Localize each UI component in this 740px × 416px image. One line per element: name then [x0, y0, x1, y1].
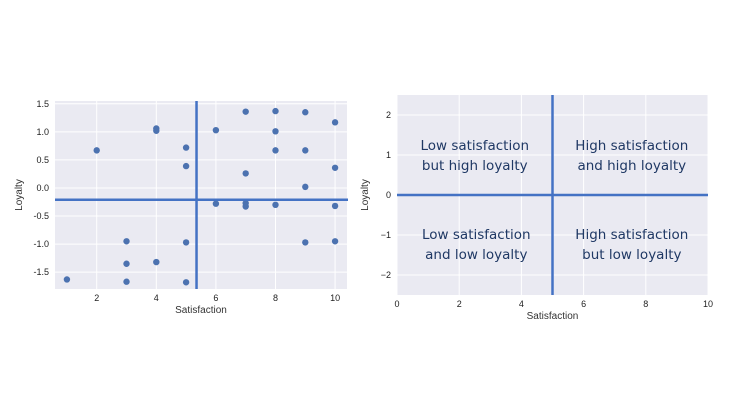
x-tick-label: 2	[94, 293, 99, 303]
data-point	[123, 238, 130, 245]
y-tick-label: -1.0	[33, 239, 49, 249]
y-tick-label: 0.0	[36, 183, 49, 193]
data-point	[272, 201, 279, 209]
x-tick-label: 4	[154, 293, 159, 303]
data-point	[242, 108, 249, 115]
data-point	[153, 258, 160, 266]
data-point	[182, 279, 190, 286]
x-tick-label: 0	[394, 299, 399, 309]
y-tick-label: 1.5	[36, 99, 49, 109]
quadrant-label: High satisfaction but low loyalty	[575, 227, 688, 263]
y-tick-label: 1	[386, 150, 391, 160]
x-tick-label: 8	[643, 299, 648, 309]
y-tick-label: −1	[381, 230, 391, 240]
x-tick-label: 6	[581, 299, 586, 309]
data-point	[212, 200, 220, 207]
data-point	[212, 126, 220, 134]
quadrant-label: Low satisfaction but high loyalty	[420, 138, 529, 174]
quadrant-label: Low satisfaction and low loyalty	[422, 227, 531, 263]
x-tick-label: 10	[703, 299, 713, 309]
data-point	[123, 260, 130, 267]
data-point	[123, 278, 130, 285]
x-tick-label: 2	[457, 299, 462, 309]
x-tick-label: 8	[273, 293, 278, 303]
data-point	[242, 203, 249, 210]
x-axis-label: Satisfaction	[175, 305, 227, 316]
x-tick-label: 10	[330, 293, 340, 303]
plot-area	[55, 101, 347, 289]
x-axis-label: Satisfaction	[527, 311, 579, 322]
data-point	[242, 170, 249, 177]
data-point	[153, 127, 160, 134]
y-axis-label: Loyalty	[360, 179, 371, 211]
data-point	[182, 239, 190, 246]
data-point	[331, 164, 339, 171]
y-tick-label: -1.5	[33, 267, 49, 277]
quadrant-label: High satisfaction and high loyalty	[575, 138, 688, 174]
data-point	[182, 144, 190, 151]
y-tick-label: 1.0	[36, 127, 49, 137]
data-point	[302, 109, 309, 116]
data-point	[272, 147, 279, 154]
data-point	[331, 202, 339, 210]
y-tick-label: −2	[381, 270, 391, 280]
y-tick-label: 2	[386, 110, 391, 120]
y-tick-label: -0.5	[33, 211, 49, 221]
data-point	[63, 276, 71, 283]
data-point	[331, 238, 339, 245]
x-tick-label: 4	[519, 299, 524, 309]
x-tick-label: 6	[213, 293, 218, 303]
y-tick-label: 0.5	[36, 155, 49, 165]
scatter-chart-left: 2 4 6 8 10 -1.5 -1.0 -0.5 0.0 0.5 1.0 1.5 Satisfacti…	[14, 99, 348, 316]
y-tick-label: 0	[386, 190, 391, 200]
data-point	[302, 183, 309, 191]
data-point	[302, 239, 309, 246]
data-point	[331, 119, 339, 126]
data-point	[302, 147, 309, 154]
data-point	[272, 128, 279, 135]
data-point	[182, 162, 190, 170]
data-point	[93, 147, 100, 154]
data-point	[272, 107, 279, 115]
quadrant-chart-right: 0 2 4 6 8 10 −2 −1 0 1 2 Satisfaction Loyalty Low sat…	[360, 95, 713, 322]
y-axis-label: Loyalty	[14, 179, 25, 211]
